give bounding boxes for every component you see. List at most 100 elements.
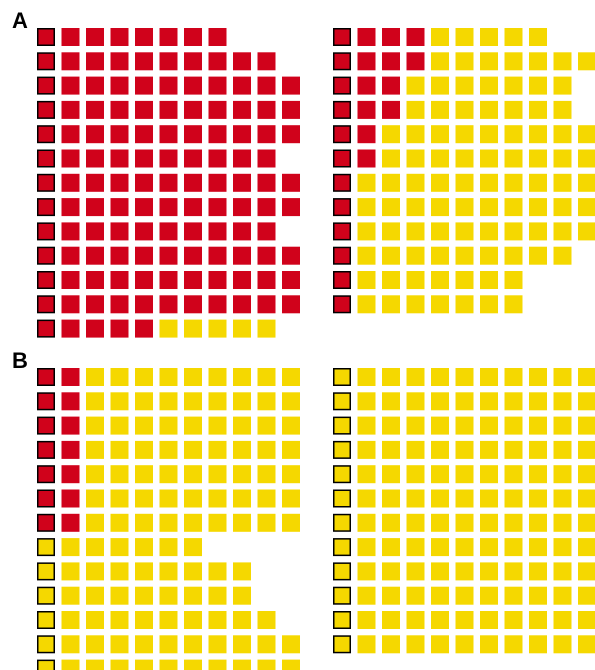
cell: [357, 271, 376, 289]
cell: [184, 416, 202, 435]
cell: [86, 440, 104, 459]
cell: [357, 635, 376, 654]
cell: [333, 368, 351, 386]
cell: [406, 635, 425, 654]
cell: [86, 246, 104, 265]
cell: [504, 100, 523, 119]
cell: [184, 586, 202, 605]
cell: [86, 149, 104, 168]
cell: [159, 465, 178, 484]
cell: [37, 368, 55, 386]
cell: [529, 28, 547, 46]
cell: [504, 198, 523, 217]
cell: [233, 319, 251, 338]
cell: [406, 611, 425, 629]
cell: [184, 465, 202, 484]
cell: [159, 513, 178, 532]
cell: [382, 28, 400, 46]
cell: [357, 295, 376, 314]
cell: [333, 149, 351, 168]
cell: [504, 222, 523, 241]
cell: [578, 198, 595, 217]
cell: [553, 416, 572, 435]
cell: [431, 28, 449, 46]
cell: [357, 52, 376, 71]
cell: [480, 125, 498, 144]
cell: [455, 611, 474, 629]
cell: [184, 125, 202, 144]
cell: [529, 513, 547, 532]
cell: [504, 149, 523, 168]
cell: [455, 635, 474, 654]
cell: [184, 513, 202, 532]
cell: [257, 635, 276, 654]
cell: [233, 440, 251, 459]
cell: [159, 611, 178, 629]
cell: [578, 635, 595, 654]
cell: [357, 368, 376, 386]
cell: [553, 222, 572, 241]
cell: [184, 538, 202, 557]
cell: [406, 440, 425, 459]
cell: [110, 513, 129, 532]
cell: [282, 246, 300, 265]
cell: [431, 100, 449, 119]
cell: [61, 319, 80, 338]
cell: [208, 76, 227, 95]
cell: [233, 295, 251, 314]
cell: [333, 125, 351, 144]
cell: [529, 392, 547, 411]
cell: [357, 198, 376, 217]
cell: [37, 52, 55, 71]
cell: [406, 562, 425, 581]
cell: [61, 392, 80, 411]
cell: [504, 489, 523, 508]
cell: [233, 392, 251, 411]
cell: [504, 465, 523, 484]
cell: [282, 295, 300, 314]
cell: [431, 416, 449, 435]
cell: [37, 149, 55, 168]
cell: [110, 586, 129, 605]
cell: [184, 611, 202, 629]
cell: [529, 562, 547, 581]
cell: [86, 659, 104, 670]
cell: [333, 100, 351, 119]
cell: [553, 149, 572, 168]
cell: [110, 538, 129, 557]
cell: [357, 465, 376, 484]
cell: [257, 295, 276, 314]
cell: [529, 100, 547, 119]
cell: [455, 125, 474, 144]
cell: [382, 100, 400, 119]
cell: [431, 538, 449, 557]
cell: [504, 513, 523, 532]
cell: [333, 76, 351, 95]
cell: [233, 513, 251, 532]
cell: [61, 562, 80, 581]
cell: [455, 489, 474, 508]
cell: [110, 368, 129, 386]
cell: [382, 222, 400, 241]
cell: [553, 586, 572, 605]
cell: [208, 659, 227, 670]
cell: [431, 52, 449, 71]
cell: [357, 611, 376, 629]
cell: [110, 319, 129, 338]
cell: [135, 635, 153, 654]
cell: [86, 100, 104, 119]
cell: [110, 271, 129, 289]
cell: [480, 416, 498, 435]
cell: [110, 246, 129, 265]
cell: [553, 100, 572, 119]
cell: [431, 246, 449, 265]
cell: [282, 173, 300, 192]
cell: [553, 513, 572, 532]
cell: [553, 562, 572, 581]
cell: [135, 319, 153, 338]
cell: [480, 28, 498, 46]
cell: [504, 538, 523, 557]
cell: [504, 368, 523, 386]
cell: [61, 513, 80, 532]
cell: [208, 295, 227, 314]
